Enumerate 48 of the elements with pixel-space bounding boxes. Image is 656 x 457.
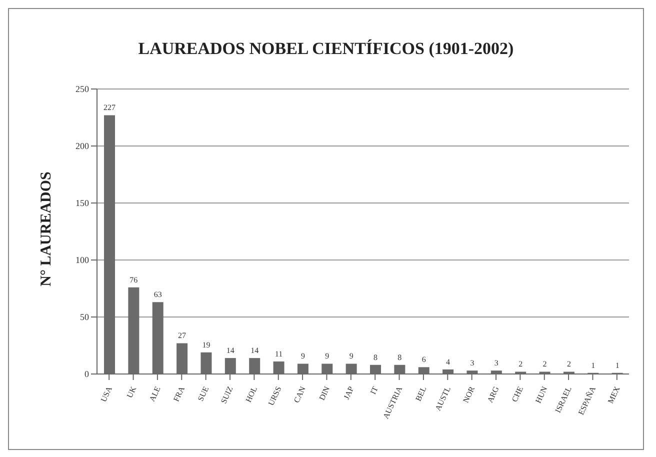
data-label: 9	[349, 352, 354, 361]
data-label: 14	[250, 346, 259, 356]
data-label: 9	[300, 352, 305, 361]
data-label: 63	[154, 290, 162, 300]
x-tick-label: NOR	[461, 384, 477, 404]
x-tick-label: BEL	[414, 384, 428, 403]
data-label: 2	[566, 360, 571, 369]
data-label: 8	[398, 352, 402, 362]
data-label: 14	[226, 346, 234, 356]
data-label: 6	[422, 355, 426, 364]
data-label: 3	[470, 358, 474, 368]
y-tick-label: 250	[76, 84, 90, 94]
data-label: 19	[202, 340, 210, 350]
data-label: 11	[274, 349, 283, 358]
x-tick-label: SUE	[196, 384, 211, 403]
data-label: 1	[591, 360, 596, 370]
data-label: 4	[446, 357, 450, 366]
x-tick-label: MEX	[606, 384, 622, 405]
y-tick-label: 100	[76, 255, 90, 266]
x-tick-label: USA	[98, 384, 114, 404]
x-tick-label: URSS	[266, 385, 284, 407]
data-label: 76	[130, 275, 138, 284]
x-tick-label: CAN	[292, 384, 308, 404]
x-tick-label: JAP	[342, 384, 356, 401]
y-tick-label: 150	[76, 198, 90, 208]
x-tick-label: UK	[125, 384, 138, 400]
data-label: 8	[374, 352, 378, 362]
data-label: 1	[615, 360, 620, 370]
data-label: 9	[325, 352, 330, 361]
chart-title: LAUREADOS NOBEL CIENTÍFICOS (1901-2002)	[137, 39, 515, 59]
data-label: 2	[518, 360, 523, 369]
x-tick-label: FRA	[172, 384, 187, 403]
y-tick-label: 200	[76, 141, 90, 152]
data-label: 3	[494, 358, 498, 368]
data-label: 27	[178, 331, 186, 340]
x-tick-label: ARG	[486, 384, 501, 404]
x-tick-label: HOL	[244, 384, 260, 404]
y-tick-label: 0	[84, 369, 90, 380]
data-label: 2	[542, 360, 547, 369]
y-tick-label: 50	[80, 312, 90, 322]
data-label: 227	[104, 103, 116, 112]
x-tick-label: SUIZ	[219, 384, 235, 405]
x-tick-label: IT	[368, 384, 380, 396]
x-tick-label: CHE	[510, 384, 526, 404]
y-axis-title: N° LAUREADOS	[38, 172, 56, 286]
x-tick-label: HUN	[534, 384, 550, 405]
x-tick-label: ALE	[148, 384, 162, 403]
x-tick-label: DIN	[317, 384, 332, 402]
